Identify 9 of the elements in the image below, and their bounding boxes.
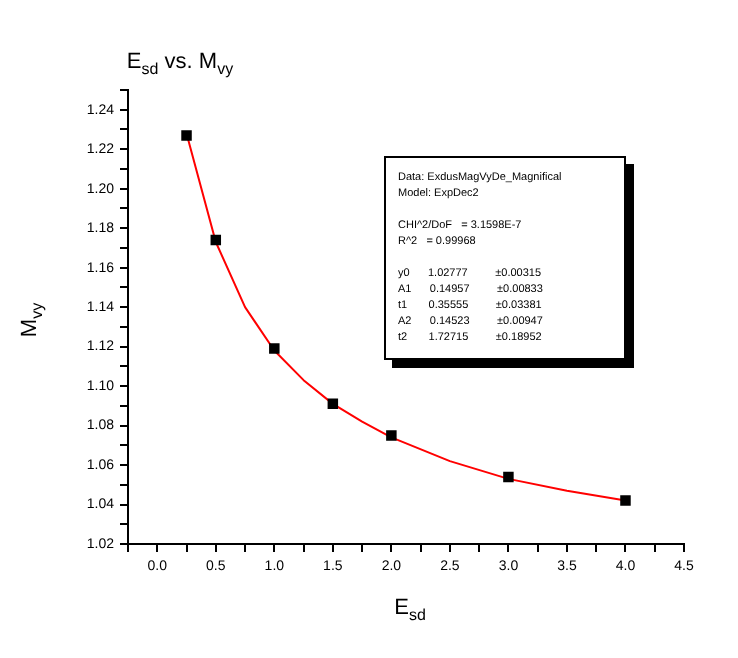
x-axis-title: E$_{sd}$ (394, 595, 426, 625)
chart-title: E$_{sd}$ vs. M$_{vy}$ (126, 49, 234, 79)
point (327, 398, 339, 410)
point (503, 471, 514, 483)
point (386, 430, 397, 441)
point (181, 130, 192, 141)
point (269, 343, 280, 354)
point (210, 234, 222, 246)
point (620, 495, 631, 506)
